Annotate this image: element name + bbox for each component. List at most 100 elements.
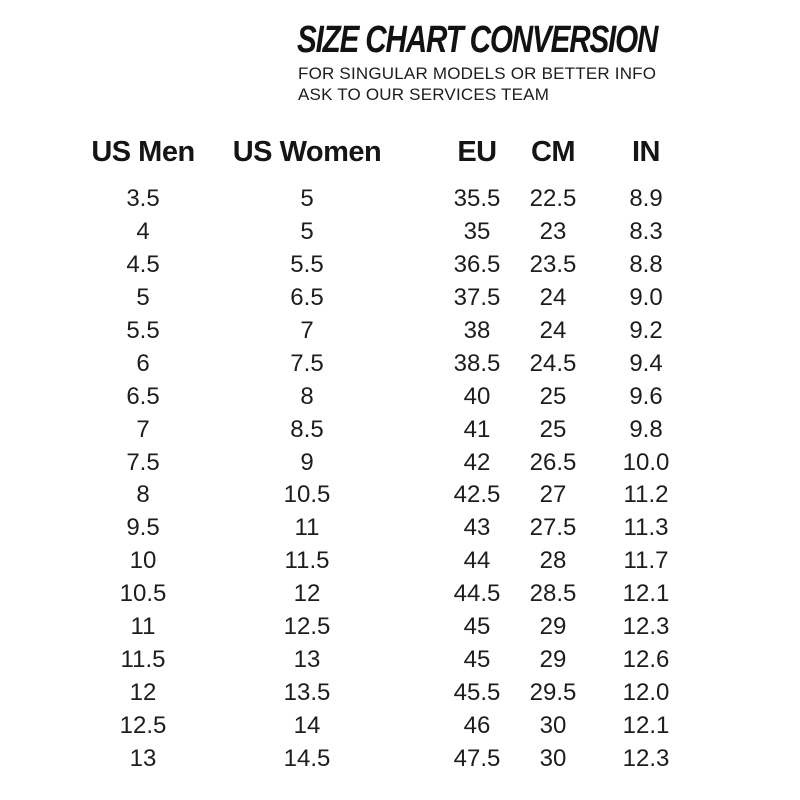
table-cell: 25 (539, 382, 567, 410)
table-column: US Women 5 5 5.5 6.5 7 7.5 8 8.5 9 10.5 11 11.5 12 12.… (233, 132, 382, 776)
table-cell: 35 (463, 217, 491, 245)
table-cell: 29 (539, 646, 567, 674)
table-cell: 42.5 (453, 481, 501, 509)
table-cell: 5.5 (126, 316, 160, 344)
table-cell: 8.8 (629, 250, 663, 278)
table-cell: 10.5 (283, 481, 331, 509)
table-cell: 24 (539, 316, 567, 344)
table-cell: 5.5 (290, 250, 324, 278)
table-cell: 29 (539, 613, 567, 641)
table-cell: 6 (136, 349, 150, 377)
table-cell: 6.5 (126, 382, 160, 410)
table-cell: 9.8 (629, 415, 663, 443)
table-cell: 4.5 (126, 250, 160, 278)
table-cell: 25 (539, 415, 567, 443)
table-cell: 30 (539, 744, 567, 772)
table-cell: 5 (300, 217, 314, 245)
table-cell: 46 (463, 712, 491, 739)
table-cell: 11.5 (120, 646, 166, 674)
table-cell: 8 (136, 481, 150, 509)
table-cell: 7 (136, 415, 150, 443)
table-cell: 7 (300, 316, 314, 344)
table-cell: 10.0 (622, 448, 670, 476)
table-cell: 12.1 (622, 712, 670, 739)
table-cell: 8.5 (290, 415, 324, 443)
table-cell: 13.5 (283, 679, 331, 707)
table-cell: 12.3 (622, 613, 670, 641)
page-subtitle-line1: FOR SINGULAR MODELS OR BETTER INFO (298, 64, 657, 83)
table-column: US Men 3.5 4 4.5 5 5.5 6 6.5 7 7.5 8 9.5 10 10.5 11 11.… (91, 132, 195, 776)
table-cell: 44.5 (453, 580, 501, 608)
table-cell: 8.3 (629, 217, 663, 245)
table-column: IN 8.9 8.3 8.8 9.0 9.2 9.4 9.6 9.8 10.0 11.2 11.3 11… (623, 132, 670, 776)
column-header: IN (632, 136, 660, 168)
table-cell: 41 (463, 415, 491, 443)
page-title: SIZE CHART CONVERSION (297, 19, 658, 61)
table-cell: 13 (129, 744, 157, 772)
table-cell: 38 (463, 316, 491, 344)
table-cell: 36.5 (453, 250, 501, 278)
table-cell: 6.5 (290, 283, 324, 311)
table-cell: 5 (136, 283, 150, 311)
table-cell: 9 (300, 448, 314, 476)
table-cell: 11.5 (284, 547, 330, 575)
column-header: EU (457, 136, 497, 168)
table-column: CM 22.5 23 23.5 24 24 24.5 25 25 26.5 27 27.5 28 28.5… (530, 132, 577, 776)
table-cell: 14 (293, 712, 321, 739)
table-cell: 9.2 (629, 316, 663, 344)
table-cell: 30 (539, 712, 567, 739)
table-cell: 12.0 (622, 679, 670, 707)
column-header: US Men (91, 136, 195, 168)
table-cell: 35.5 (453, 185, 501, 212)
table-column: EU 35.5 35 36.5 37.5 38 38.5 40 41 42 42.5 43 44 44.5… (454, 132, 501, 776)
table-cell: 7.5 (126, 448, 160, 476)
table-cell: 37.5 (453, 283, 501, 311)
table-cell: 23 (539, 217, 567, 245)
table-cell: 9.4 (629, 349, 663, 377)
table-cell: 45 (463, 613, 491, 641)
table-cell: 42 (463, 448, 491, 476)
table-cell: 11.3 (623, 514, 669, 542)
table-cell: 28.5 (529, 580, 577, 608)
table-cell: 38.5 (453, 349, 501, 377)
table-cell: 10 (129, 547, 157, 575)
table-cell: 45 (463, 646, 491, 674)
table-cell: 12.5 (119, 712, 167, 739)
table-cell: 44 (463, 547, 491, 575)
table-cell: 8.9 (629, 185, 663, 212)
table-cell: 9.0 (629, 283, 663, 311)
table-cell: 22.5 (529, 185, 577, 212)
table-cell: 13 (293, 646, 321, 674)
table-cell: 28 (539, 547, 567, 575)
table-cell: 12.3 (622, 744, 670, 772)
table-cell: 12.6 (622, 646, 670, 674)
table-cell: 11.7 (623, 547, 669, 575)
table-cell: 47.5 (453, 744, 501, 772)
table-cell: 12.1 (622, 580, 670, 608)
table-cell: 40 (463, 382, 491, 410)
table-cell: 12.5 (283, 613, 331, 641)
table-cell: 11.2 (623, 481, 669, 509)
table-cell: 11 (130, 613, 156, 641)
table-cell: 7.5 (290, 349, 324, 377)
table-cell: 29.5 (529, 679, 577, 707)
table-cell: 27.5 (529, 514, 577, 542)
table-cell: 12 (129, 679, 157, 707)
table-cell: 9.6 (629, 382, 663, 410)
table-cell: 45.5 (453, 679, 501, 707)
table-cell: 23.5 (529, 250, 577, 278)
table-cell: 27 (539, 481, 567, 509)
column-header: CM (530, 136, 576, 168)
table-cell: 11 (294, 514, 320, 542)
table-cell: 12 (293, 580, 321, 608)
table-cell: 5 (300, 185, 314, 212)
table-cell: 10.5 (119, 580, 167, 608)
table-cell: 26.5 (529, 448, 577, 476)
table-cell: 4 (136, 217, 150, 245)
table-cell: 24 (539, 283, 567, 311)
table-cell: 8 (300, 382, 314, 410)
page-subtitle-line2: ASK TO OUR SERVICES TEAM (298, 85, 550, 104)
table-cell: 9.5 (126, 514, 160, 542)
